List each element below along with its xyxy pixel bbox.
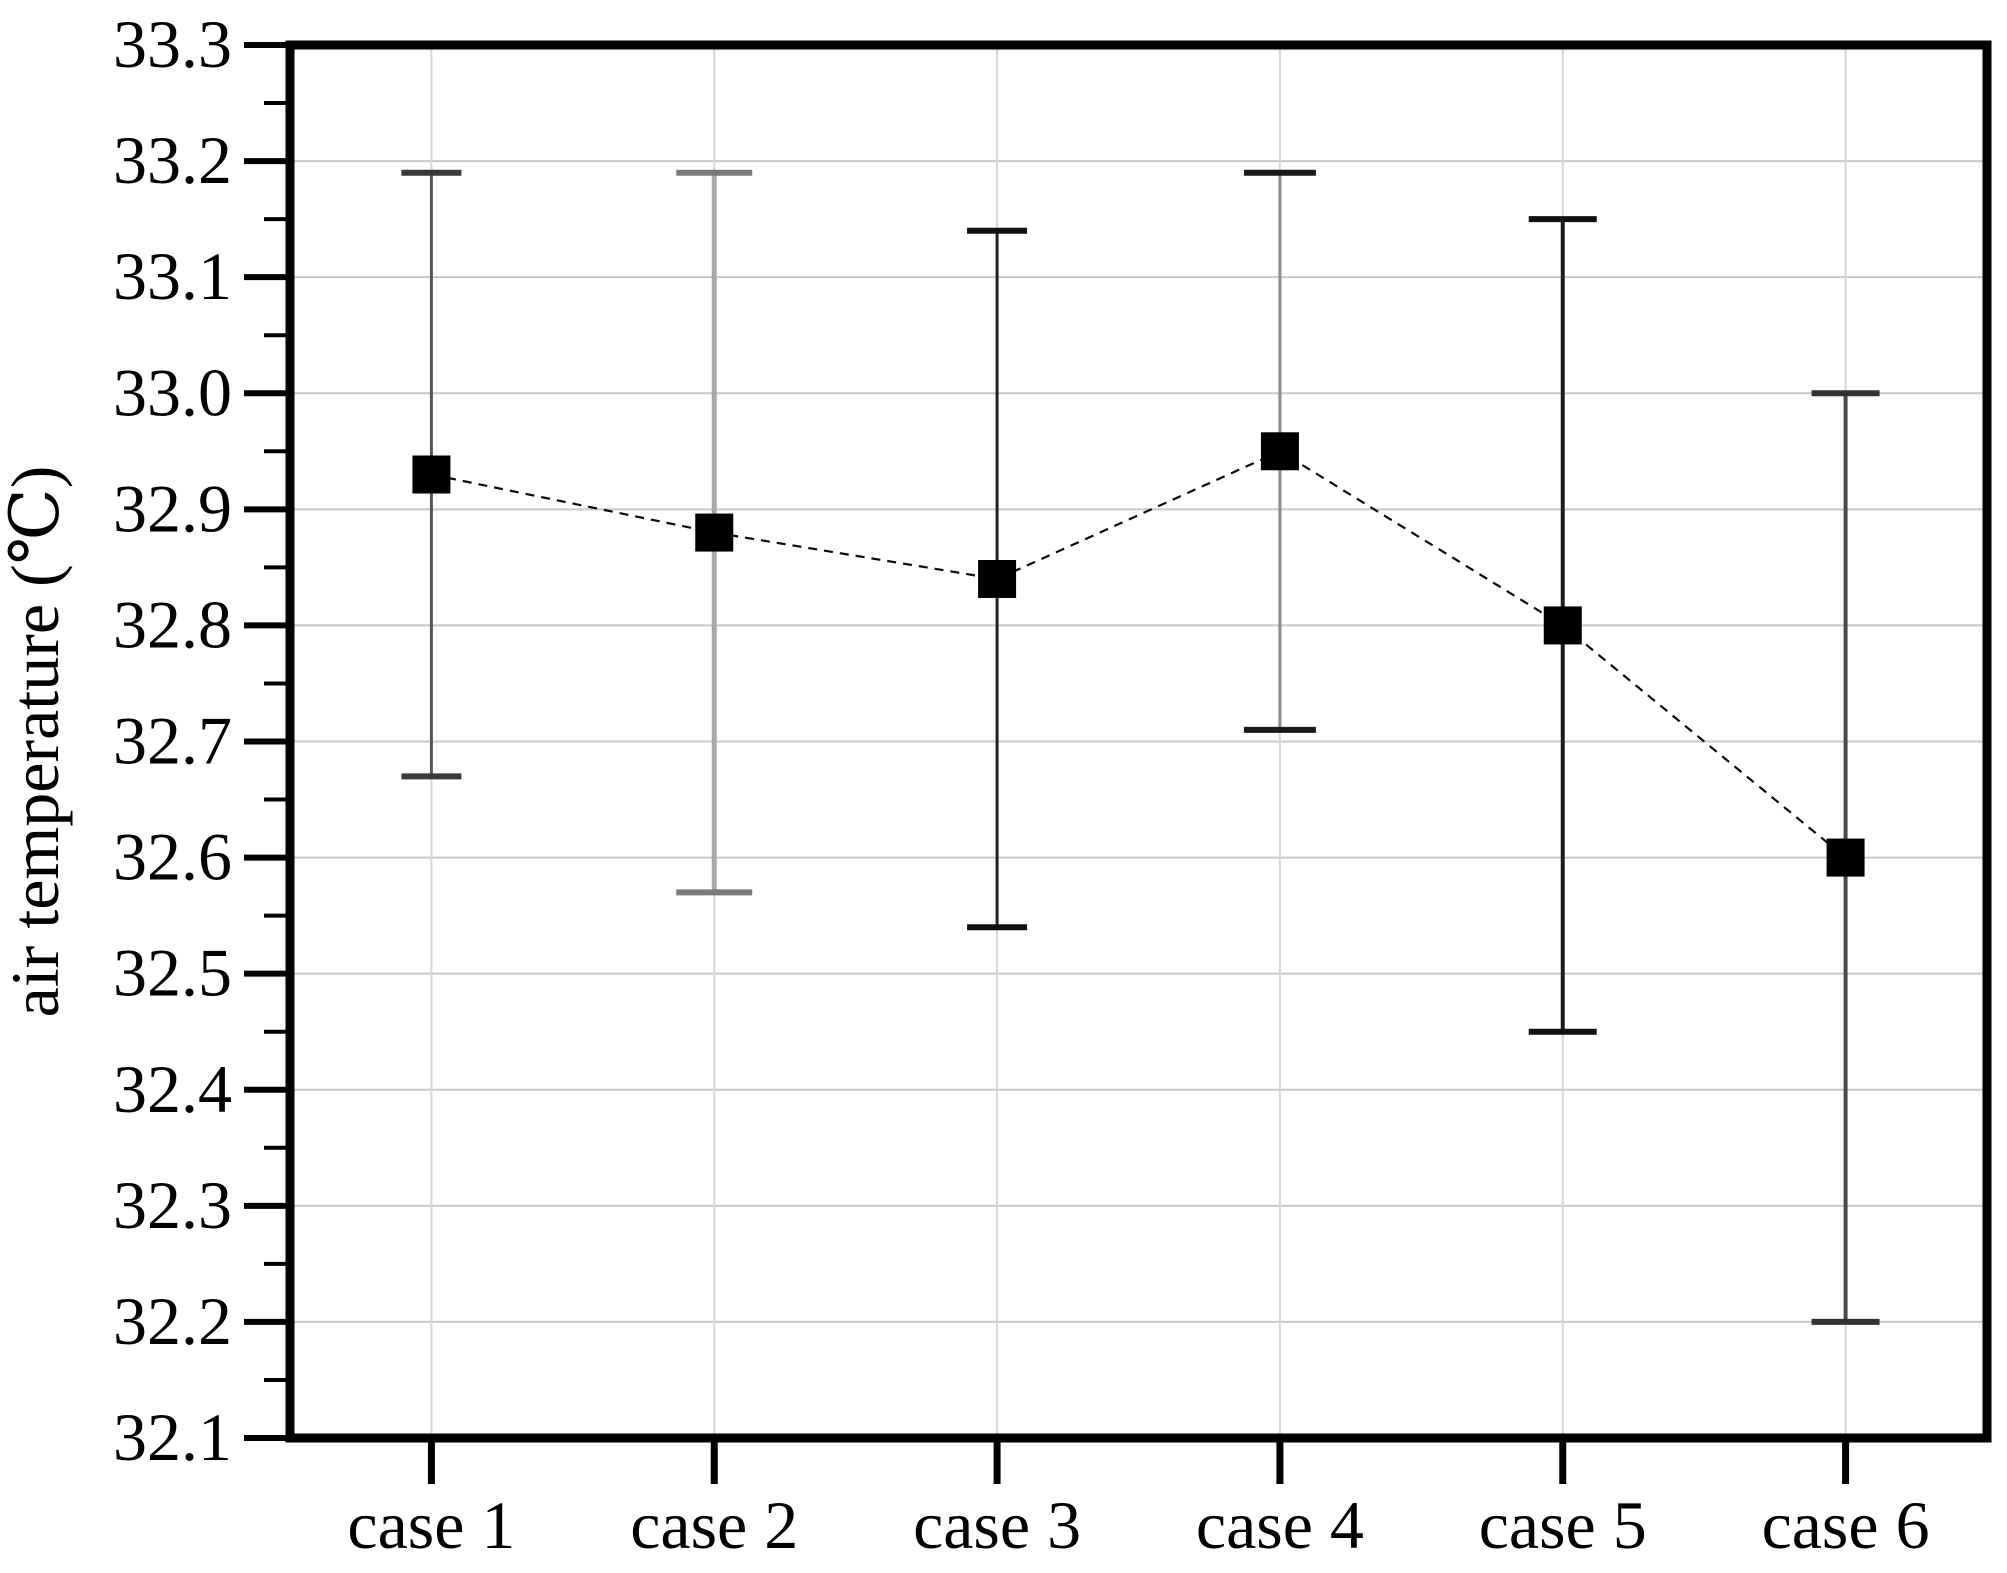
series-line <box>431 450 1847 859</box>
data-point-case-5 <box>1543 606 1582 645</box>
y-tick-label: 32.3 <box>113 1167 232 1243</box>
y-tick-label: 32.4 <box>113 1051 232 1127</box>
y-tick-label: 32.1 <box>113 1399 232 1475</box>
y-tick-label: 32.8 <box>113 586 232 662</box>
x-tick-label: case 5 <box>1479 1487 1647 1563</box>
plot-border <box>285 40 1992 1443</box>
y-tick-label: 32.7 <box>113 703 232 779</box>
x-tick-label: case 6 <box>1762 1487 1930 1563</box>
x-tick-label: case 1 <box>347 1487 515 1563</box>
data-point-case-3 <box>978 559 1017 598</box>
data-point-markers <box>412 432 1865 877</box>
y-tick-label: 33.1 <box>113 238 232 314</box>
y-axis-title: air temperature (℃) <box>0 466 73 1018</box>
y-tick-label: 32.9 <box>113 470 232 546</box>
data-point-case-6 <box>1826 838 1865 877</box>
data-point-case-4 <box>1260 432 1299 471</box>
y-tick-label: 33.0 <box>113 354 232 430</box>
data-point-case-2 <box>695 513 734 552</box>
x-tick-label: case 2 <box>630 1487 798 1563</box>
y-tick-label: 32.5 <box>113 935 232 1011</box>
horizontal-gridlines <box>290 160 1987 1323</box>
y-tick-label: 32.6 <box>113 819 232 895</box>
x-tick-label: case 3 <box>913 1487 1081 1563</box>
data-point-case-1 <box>412 455 451 494</box>
y-tick-label: 32.2 <box>113 1283 232 1359</box>
x-axis-ticks <box>427 1438 1850 1484</box>
x-tick-labels: case 1 case 2 case 3 case 4 case 5 case 6 <box>347 1487 1929 1563</box>
y-tick-labels: 33.3 33.2 33.1 33.0 32.9 32.8 32.7 32.6 32.5 32.4… <box>113 6 232 1475</box>
x-tick-label: case 4 <box>1196 1487 1364 1563</box>
y-tick-label: 33.2 <box>113 122 232 198</box>
y-tick-label: 33.3 <box>113 6 232 82</box>
